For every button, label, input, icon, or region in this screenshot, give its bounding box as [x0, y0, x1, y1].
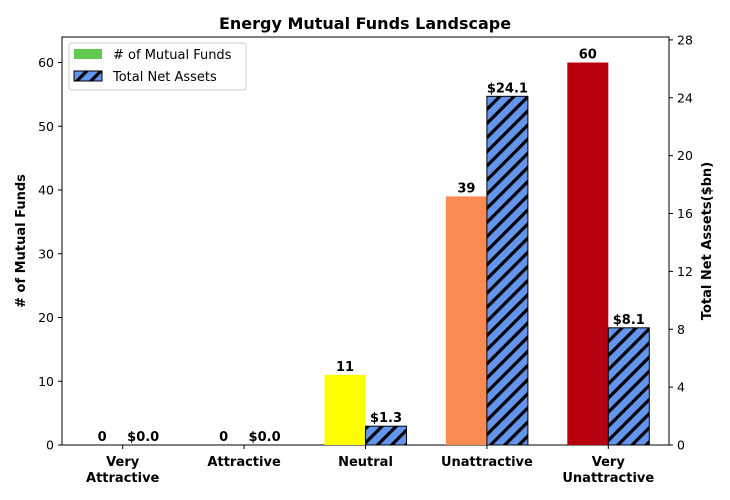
left-tick-label: 0 [46, 438, 54, 453]
right-tick-label: 8 [677, 322, 685, 337]
funds-bar [445, 196, 487, 445]
right-tick-label: 12 [677, 264, 693, 279]
legend: # of Mutual Funds Total Net Assets [68, 42, 247, 91]
category-label: Neutral [338, 455, 393, 470]
left-tick-label: 40 [38, 183, 54, 198]
funds-bar-label: 0 [219, 430, 228, 445]
funds-bar-label: 0 [98, 430, 107, 445]
funds-bar-label: 11 [336, 360, 354, 375]
legend-box [68, 42, 247, 91]
category-label: Very Attractive [86, 455, 160, 486]
legend-swatch-assets [73, 70, 103, 82]
assets-bar-label: $1.3 [370, 411, 402, 426]
funds-bar [324, 374, 366, 445]
plot-area: 0 10 20 30 40 50 60 0 4 8 12 16 20 24 28 # of Mutual Fu… [14, 32, 715, 486]
assets-bar-label: $8.1 [613, 313, 645, 328]
right-tick-label: 20 [677, 148, 693, 163]
assets-bar-label: $0.0 [249, 430, 281, 445]
category-label: Unattractive [441, 455, 533, 470]
right-tick-label: 4 [677, 380, 685, 395]
assets-bar-label: $0.0 [127, 430, 159, 445]
assets-bar [607, 327, 650, 446]
legend-swatch-funds [74, 49, 102, 59]
category-label: Attractive [207, 455, 281, 470]
legend-label-assets: Total Net Assets [112, 70, 217, 85]
assets-bar [365, 425, 407, 446]
funds-bar-label: 39 [457, 181, 475, 196]
assets-bar-label: $24.1 [487, 81, 528, 96]
category-label: Very Unattractive [562, 455, 654, 486]
right-tick-label: 0 [677, 438, 685, 453]
y-right-axis-label: Total Net Assets($bn) [700, 162, 715, 320]
left-tick-label: 10 [38, 374, 54, 389]
funds-bar-label: 60 [579, 48, 597, 63]
assets-bar [486, 95, 529, 446]
left-tick-label: 60 [38, 55, 54, 70]
left-tick-label: 20 [38, 310, 54, 325]
legend-label-funds: # of Mutual Funds [113, 48, 232, 63]
funds-bar [567, 62, 609, 445]
right-tick-label: 24 [677, 90, 693, 105]
chart-title: Energy Mutual Funds Landscape [219, 14, 511, 33]
left-tick-label: 50 [38, 119, 54, 134]
left-tick-label: 30 [38, 246, 54, 261]
y-left-axis-label: # of Mutual Funds [14, 174, 29, 308]
right-tick-label: 16 [677, 206, 693, 221]
right-tick-label: 28 [677, 32, 693, 47]
